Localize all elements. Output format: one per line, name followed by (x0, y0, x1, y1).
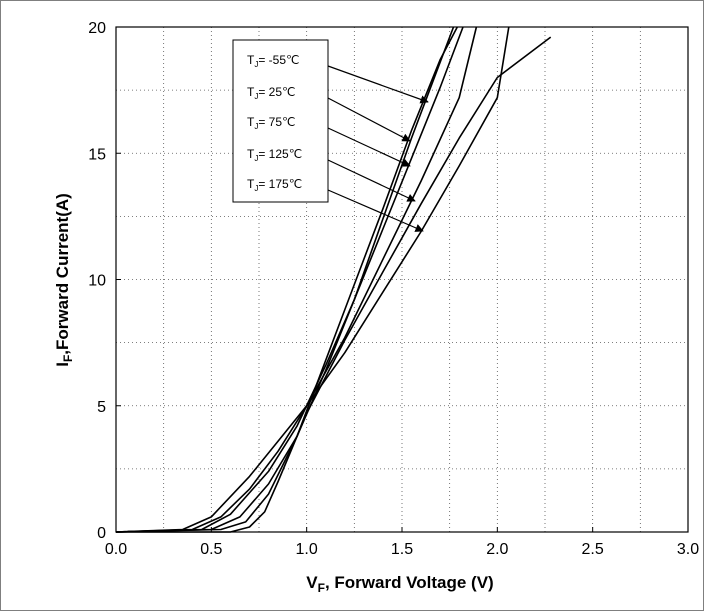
series-line (116, 37, 551, 532)
x-tick-label: 2.0 (486, 541, 508, 558)
legend-arrow (328, 190, 423, 231)
legend-label: TJ= 75℃ (247, 115, 296, 131)
legend-arrow (328, 98, 410, 141)
y-tick-label: 15 (88, 146, 106, 163)
x-tick-label: 0.5 (200, 541, 222, 558)
x-axis-title: VF, Forward Voltage (V) (306, 573, 493, 595)
x-tick-label: 2.5 (582, 541, 604, 558)
legend-arrow (328, 128, 410, 166)
x-tick-label: 0.0 (105, 541, 127, 558)
y-tick-label: 10 (88, 273, 106, 290)
grid (116, 27, 688, 532)
x-tick-label: 1.0 (296, 541, 318, 558)
x-tick-label: 1.5 (391, 541, 413, 558)
legend-arrow (328, 66, 428, 102)
series-layer (116, 27, 551, 532)
y-axis-title: IF,Forward Current(A) (53, 193, 75, 367)
y-tick-label: 0 (97, 525, 106, 542)
y-tick-label: 20 (88, 20, 106, 37)
legend-label: TJ= 25℃ (247, 85, 296, 101)
x-tick-label: 3.0 (677, 541, 699, 558)
legend: TJ= -55℃ TJ= 25℃ TJ= 75℃ TJ= 125℃ TJ= 17… (233, 40, 428, 231)
y-tick-label: 5 (97, 399, 106, 416)
